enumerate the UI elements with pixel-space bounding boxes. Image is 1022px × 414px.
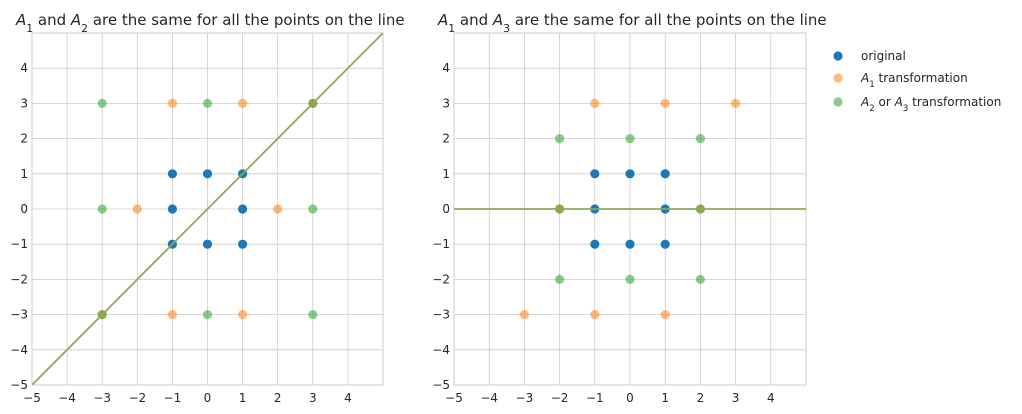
point-a2a3: [97, 98, 107, 108]
point-a1: [273, 204, 283, 214]
axes-frame: [31, 32, 384, 386]
point-a2a3: [625, 134, 635, 144]
x-tick-label: −2: [551, 391, 569, 405]
point-a1: [167, 98, 177, 108]
x-tick-label: −3: [516, 391, 534, 405]
y-tick-label: −2: [432, 272, 450, 286]
point-original: [590, 169, 600, 179]
y-tick-label: 3: [442, 96, 450, 110]
point-original: [660, 239, 670, 249]
x-tick-label: 2: [274, 391, 282, 405]
x-tick-label: 3: [309, 391, 317, 405]
legend-label-original: original: [861, 49, 906, 63]
point-original: [238, 239, 248, 249]
y-tick-label: −4: [10, 343, 28, 357]
legend-marker-a2a3: [833, 97, 843, 107]
point-a1: [590, 310, 600, 320]
x-tick-label: −4: [58, 391, 76, 405]
point-a2a3: [555, 134, 565, 144]
point-original: [625, 239, 635, 249]
x-tick-label: 4: [767, 391, 775, 405]
point-a1: [167, 310, 177, 320]
y-tick-label: 4: [20, 61, 28, 75]
point-a2a3: [308, 310, 318, 320]
point-a1: [660, 98, 670, 108]
point-a2a3: [625, 274, 635, 284]
y-tick-label: 4: [442, 61, 450, 75]
invariant-line: [32, 33, 383, 385]
point-original: [202, 239, 213, 249]
x-tick-label: 0: [204, 391, 212, 405]
x-tick-label: −5: [23, 391, 41, 405]
point-a1: [132, 204, 142, 214]
point-a1: [238, 98, 248, 108]
point-a2a3: [202, 98, 213, 108]
point-a2a3: [695, 134, 706, 144]
legend-label-a1: A1​ transformation: [860, 71, 968, 90]
y-tick-label: −3: [432, 308, 450, 322]
y-tick-label: −5: [432, 378, 450, 392]
subplot-2: −5 −4 −3 −2 −1 0 1 2 3 4 −5 −4 −3 −2 −1 0 1 2 3 4 A1​ and A3…: [432, 11, 826, 405]
x-tick-label: 3: [732, 391, 740, 405]
point-original: [167, 169, 177, 179]
point-original: [167, 204, 177, 214]
y-tick-label: −1: [10, 237, 28, 251]
x-tick-label: 1: [239, 391, 247, 405]
y-tick-label: −5: [10, 378, 28, 392]
plot-content: [454, 98, 806, 320]
point-a2a3: [555, 274, 565, 284]
point-original: [238, 204, 248, 214]
subplot-1: −5 −4 −3 −2 −1 0 1 2 3 4 −5 −4 −3 −2 −1 0 1 2 3 4 A1​ and A2…: [10, 11, 404, 405]
y-tick-label: 2: [20, 132, 28, 146]
x-tick-label: 2: [697, 391, 705, 405]
point-a1: [519, 310, 530, 320]
x-tick-label: 0: [626, 391, 634, 405]
point-a1: [660, 310, 670, 320]
point-a2a3: [695, 274, 706, 284]
legend-marker-original: [833, 51, 843, 61]
y-tick-label: 0: [20, 202, 28, 216]
point-original: [590, 239, 600, 249]
legend: original A1​ transformation A2​ or A3​ tra…: [833, 49, 1001, 114]
y-tick-label: 3: [20, 96, 28, 110]
legend-label-a2a3: A2​ or A3​ transformation: [860, 95, 1001, 114]
x-tick-label: 1: [661, 391, 669, 405]
x-tick-label: −1: [586, 391, 604, 405]
y-tick-label: −3: [10, 308, 28, 322]
x-tick-label: −2: [128, 391, 146, 405]
point-original: [660, 169, 670, 179]
plot-content: [32, 33, 383, 385]
point-a2a3: [308, 204, 318, 214]
x-tick-label: −3: [93, 391, 111, 405]
y-tick-label: 1: [442, 167, 450, 181]
x-tick-label: 4: [344, 391, 352, 405]
x-tick-label: −5: [445, 391, 463, 405]
point-original: [625, 169, 635, 179]
y-tick-label: −1: [432, 237, 450, 251]
point-a2a3: [202, 310, 213, 320]
x-tick-label: −4: [480, 391, 498, 405]
point-a1: [731, 98, 741, 108]
y-tick-label: −4: [432, 343, 450, 357]
point-a1: [238, 310, 248, 320]
y-tick-label: 1: [20, 167, 28, 181]
y-tick-label: 2: [442, 132, 450, 146]
x-tick-label: −1: [164, 391, 182, 405]
subplot-title: A1​ and A3​ are the same for all the poi…: [437, 11, 827, 35]
point-original: [202, 169, 213, 179]
point-a1: [590, 98, 600, 108]
y-tick-label: −2: [10, 272, 28, 286]
subplot-title: A1​ and A2​ are the same for all the poi…: [15, 11, 405, 35]
y-tick-label: 0: [442, 202, 450, 216]
legend-marker-a1: [833, 73, 843, 83]
point-a2a3: [97, 204, 107, 214]
